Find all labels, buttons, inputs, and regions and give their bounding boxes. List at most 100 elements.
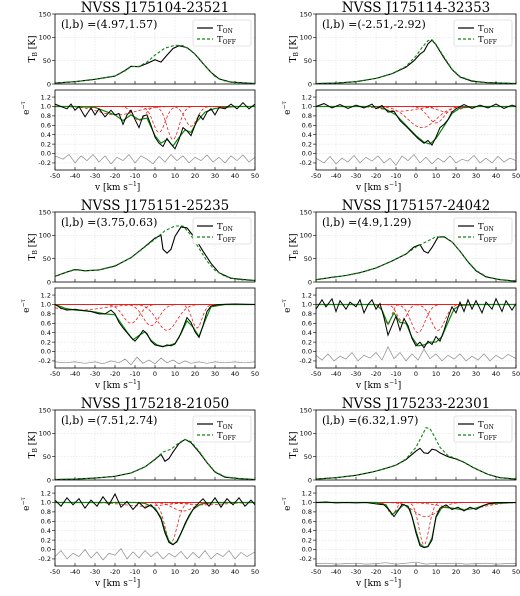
y-tick-label: 1.0 <box>41 499 51 507</box>
tau-subplot: -0.20.0 0.20.4 0.60.81.0 1.2 -50 -40 -30 -20 -10… <box>38 89 259 180</box>
x-tick-label: -30 <box>351 370 362 378</box>
gaussian-component-4 <box>316 502 516 510</box>
y-tick-label: 0.8 <box>302 112 312 120</box>
y-tick-label: 100 <box>300 430 312 438</box>
tb-off-line <box>315 427 517 480</box>
y-tick-label: -0.2 <box>38 555 51 563</box>
x-tick-label: -20 <box>371 172 382 180</box>
x-tick-label: -20 <box>371 370 382 378</box>
legend-label-off-base: T <box>217 431 223 441</box>
tau-axis-label-sup: −τ <box>20 100 27 109</box>
legend-label-on-base: T <box>478 222 484 232</box>
y-tick-label: 0.4 <box>41 329 51 337</box>
gaussian-component-4 <box>55 502 255 506</box>
y-tick-label: 0 <box>47 476 51 484</box>
tau-axis-label-base: e <box>22 506 32 511</box>
panel-title: NVSS J175218-21050 <box>81 396 230 412</box>
tb-frame <box>54 409 256 481</box>
y-tick-label: 50 <box>304 255 312 263</box>
tau-subplot: -0.20.0 0.20.4 0.60.81.0 1.2 -50 -40 -30 -20 -10… <box>299 287 520 378</box>
x-tick-label: -30 <box>351 172 362 180</box>
tau-axis-label-base: e <box>22 308 32 313</box>
y-tick-label: 0.0 <box>302 348 312 356</box>
tau-axis-label-base: e <box>283 308 293 313</box>
legend-label-on-base: T <box>217 24 223 34</box>
x-tick-label: 50 <box>251 568 259 576</box>
tau-axis-label: e−τ <box>20 100 32 114</box>
y-tick-label: 1.2 <box>302 291 312 299</box>
tb-axis-label: TB [K] <box>28 35 39 62</box>
y-tick-label: 0.4 <box>302 131 312 139</box>
x-axis-label-base: v [km s <box>94 579 128 589</box>
tb-on-line <box>315 39 517 85</box>
x-tick-label: 0 <box>414 370 418 378</box>
x-tick-label: 20 <box>191 370 199 378</box>
y-tick-label: 0.0 <box>302 150 312 158</box>
tau-axis-label: e−τ <box>281 100 293 114</box>
legend-label-on-sub: ON <box>223 226 233 233</box>
gaussian-component-1 <box>55 106 255 116</box>
y-tick-label: 0.6 <box>302 121 312 129</box>
y-tick-label: 1.0 <box>41 103 51 111</box>
panel-title: NVSS J175233-22301 <box>342 396 491 412</box>
y-tick-label: 50 <box>304 57 312 65</box>
panel-title: NVSS J175104-23521 <box>81 0 230 16</box>
coord-label: (l,b) =(-2.51,-2.92) <box>322 18 426 31</box>
tb-off-line <box>315 39 517 85</box>
y-tick-label: 0.4 <box>302 329 312 337</box>
x-tick-label: 40 <box>492 370 500 378</box>
legend-label-off: TOFF <box>217 35 236 46</box>
y-tick-label: 150 <box>300 208 312 216</box>
x-tick-label: -40 <box>331 370 342 378</box>
legend-label-on: TON <box>478 24 494 35</box>
x-tick-label: 40 <box>231 568 239 576</box>
y-tick-label: 150 <box>39 406 51 414</box>
x-tick-label: 30 <box>211 370 219 378</box>
tb-axis-label-sub: B <box>32 250 39 255</box>
tb-axis-label-sub: B <box>293 52 300 57</box>
x-axis-label-end: ] <box>398 183 402 193</box>
tb-axis-label-unit: [K] <box>28 431 38 448</box>
legend-label-on: TON <box>217 24 233 35</box>
y-tick-label: 0.6 <box>302 319 312 327</box>
x-tick-label: 0 <box>153 370 157 378</box>
legend-label-off-sub: OFF <box>223 237 236 244</box>
residual-line <box>315 345 517 362</box>
tau-subplot: -0.20.0 0.20.4 0.60.81.0 1.2 -50 -40 -30 -20 -10… <box>38 485 259 576</box>
y-tick-label: 1.0 <box>302 499 312 507</box>
tau-model-line <box>316 303 516 347</box>
legend-label-on: TON <box>217 420 233 431</box>
x-tick-label: -10 <box>130 172 141 180</box>
tb-axis-label-sub: B <box>293 250 300 255</box>
tb-frame <box>315 211 517 283</box>
coord-label: (l,b) =(4.97,1.57) <box>61 18 157 31</box>
x-tick-label: 0 <box>153 172 157 180</box>
tau-subplot: -0.20.0 0.20.4 0.60.81.0 1.2 -50 -40 -30 -20 -10… <box>299 89 520 180</box>
tb-axis-label: TB [K] <box>28 431 39 458</box>
legend-label-off-sub: OFF <box>223 39 236 46</box>
x-tick-label: 40 <box>231 172 239 180</box>
x-tick-label: 40 <box>492 568 500 576</box>
tau-axis-label-sup: −τ <box>281 496 288 505</box>
y-tick-label: 0.0 <box>41 546 51 554</box>
x-tick-label: 10 <box>171 568 179 576</box>
tau-model-line <box>316 105 516 145</box>
tb-frame <box>54 13 256 85</box>
legend-label-on-base: T <box>217 222 223 232</box>
y-tick-label: 0.4 <box>302 527 312 535</box>
tau-frame <box>315 485 517 567</box>
y-tick-label: -0.2 <box>299 357 312 365</box>
legend-label-on-base: T <box>217 420 223 430</box>
y-tick-label: 0.6 <box>41 319 51 327</box>
x-tick-label: 10 <box>432 370 440 378</box>
x-tick-label: 50 <box>251 172 259 180</box>
legend-label-off: TOFF <box>217 431 236 442</box>
tb-axis-label: TB [K] <box>289 431 300 458</box>
tau-frame <box>54 89 256 171</box>
legend-label-off-sub: OFF <box>484 435 497 442</box>
tau-on-line <box>54 492 256 546</box>
tb-subplot: 0 50 100 150 <box>300 406 517 484</box>
legend-label-off-base: T <box>478 431 484 441</box>
